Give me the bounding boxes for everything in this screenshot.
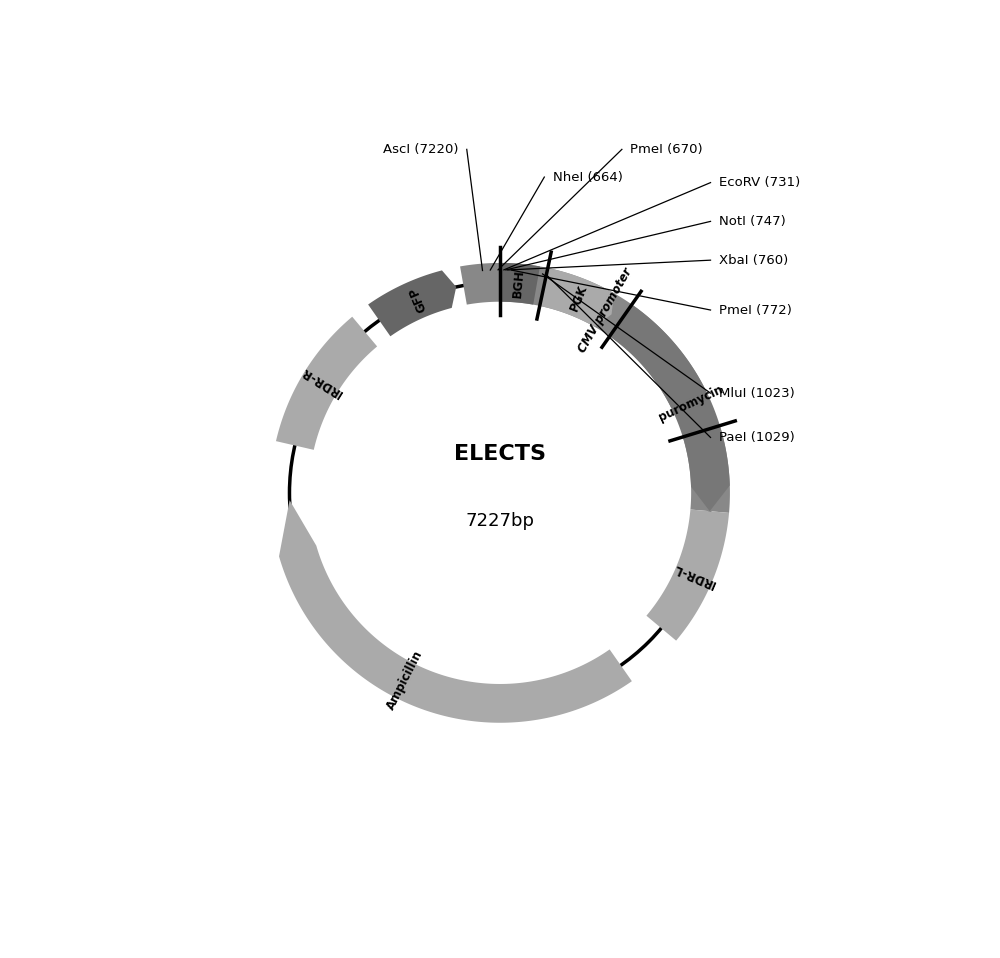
Text: NotI (747): NotI (747) <box>719 215 786 228</box>
Text: XbaI (760): XbaI (760) <box>719 254 788 266</box>
Polygon shape <box>610 305 730 512</box>
Text: NheI (664): NheI (664) <box>553 171 623 184</box>
Polygon shape <box>460 262 706 431</box>
Text: PmeI (670): PmeI (670) <box>630 143 703 156</box>
Text: PaeI (1029): PaeI (1029) <box>719 431 795 444</box>
Text: EcoRV (731): EcoRV (731) <box>719 176 800 189</box>
Polygon shape <box>683 425 730 513</box>
Text: GFP: GFP <box>407 285 429 313</box>
Text: MluI (1023): MluI (1023) <box>719 387 795 399</box>
Polygon shape <box>540 268 614 327</box>
Polygon shape <box>500 262 540 305</box>
Text: PGK: PGK <box>568 283 590 313</box>
Polygon shape <box>276 317 377 450</box>
Text: Ampicillin: Ampicillin <box>384 649 425 713</box>
Text: BGH: BGH <box>511 268 526 298</box>
Text: CMV promoter: CMV promoter <box>576 266 635 355</box>
Polygon shape <box>646 510 729 641</box>
Polygon shape <box>279 500 632 722</box>
Text: ELECTS: ELECTS <box>454 445 546 464</box>
Text: IRDR-R: IRDR-R <box>298 363 345 399</box>
Text: AscI (7220): AscI (7220) <box>383 143 458 156</box>
Text: IRDR-L: IRDR-L <box>671 560 717 590</box>
Text: puromycin: puromycin <box>657 383 725 424</box>
Polygon shape <box>368 270 456 336</box>
Text: PmeI (772): PmeI (772) <box>719 304 792 316</box>
Text: 7227bp: 7227bp <box>466 512 534 530</box>
